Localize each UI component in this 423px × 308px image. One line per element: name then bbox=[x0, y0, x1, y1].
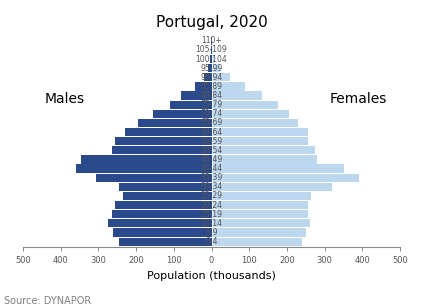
Text: Females: Females bbox=[330, 92, 387, 106]
Bar bbox=[212, 229, 306, 237]
Bar bbox=[209, 64, 212, 72]
Bar bbox=[212, 64, 220, 72]
Bar bbox=[210, 55, 212, 63]
Text: 95-99: 95-99 bbox=[201, 64, 222, 73]
Bar bbox=[212, 128, 308, 136]
Bar bbox=[212, 46, 213, 54]
Text: 75-79: 75-79 bbox=[201, 100, 222, 109]
Bar bbox=[212, 201, 308, 209]
Bar bbox=[212, 55, 215, 63]
Text: 110+: 110+ bbox=[201, 36, 222, 45]
Text: Males: Males bbox=[44, 92, 85, 106]
Bar bbox=[81, 155, 212, 164]
Bar bbox=[113, 229, 212, 237]
Text: 80-84: 80-84 bbox=[201, 91, 222, 100]
Text: 50-54: 50-54 bbox=[201, 146, 222, 155]
Bar bbox=[115, 137, 212, 145]
Text: 0-4: 0-4 bbox=[205, 237, 218, 246]
Bar bbox=[212, 237, 302, 246]
Bar bbox=[212, 146, 315, 154]
Bar bbox=[181, 91, 212, 100]
Bar bbox=[212, 155, 317, 164]
Text: 105-109: 105-109 bbox=[195, 46, 228, 55]
Bar bbox=[153, 110, 212, 118]
Text: 5-9: 5-9 bbox=[205, 228, 218, 237]
Text: 100-104: 100-104 bbox=[195, 55, 228, 63]
Bar bbox=[108, 219, 212, 228]
Bar bbox=[76, 164, 212, 173]
Text: 10-14: 10-14 bbox=[201, 219, 222, 228]
Bar bbox=[212, 82, 245, 91]
Text: 60-64: 60-64 bbox=[201, 128, 222, 136]
Bar bbox=[204, 73, 212, 81]
Text: 40-44: 40-44 bbox=[201, 164, 222, 173]
Bar bbox=[195, 82, 212, 91]
Bar bbox=[212, 73, 231, 81]
Text: 90-94: 90-94 bbox=[201, 73, 222, 82]
Text: Source: DYNAPOR: Source: DYNAPOR bbox=[4, 297, 91, 306]
Bar bbox=[138, 119, 212, 127]
Text: 30-34: 30-34 bbox=[201, 182, 222, 191]
Bar bbox=[212, 174, 359, 182]
Text: 70-74: 70-74 bbox=[201, 109, 222, 118]
Bar bbox=[212, 164, 343, 173]
X-axis label: Population (thousands): Population (thousands) bbox=[147, 271, 276, 281]
Bar bbox=[119, 183, 212, 191]
Bar bbox=[112, 210, 212, 218]
Text: 65-69: 65-69 bbox=[201, 119, 222, 128]
Text: 20-24: 20-24 bbox=[201, 201, 222, 210]
Bar bbox=[212, 110, 289, 118]
Bar bbox=[212, 210, 308, 218]
Bar bbox=[212, 91, 262, 100]
Title: Portugal, 2020: Portugal, 2020 bbox=[156, 15, 267, 30]
Bar bbox=[212, 137, 308, 145]
Bar bbox=[170, 101, 212, 109]
Bar bbox=[125, 128, 212, 136]
Bar bbox=[112, 146, 212, 154]
Bar bbox=[212, 183, 332, 191]
Text: 45-49: 45-49 bbox=[201, 155, 222, 164]
Bar bbox=[212, 101, 277, 109]
Bar bbox=[115, 201, 212, 209]
Text: 35-39: 35-39 bbox=[201, 173, 222, 182]
Bar bbox=[212, 119, 298, 127]
Bar bbox=[123, 192, 212, 200]
Bar bbox=[119, 237, 212, 246]
Bar bbox=[212, 192, 311, 200]
Text: 85-89: 85-89 bbox=[201, 82, 222, 91]
Text: 55-59: 55-59 bbox=[201, 137, 222, 146]
Text: 15-19: 15-19 bbox=[201, 210, 222, 219]
Bar bbox=[96, 174, 212, 182]
Text: 25-29: 25-29 bbox=[201, 192, 222, 201]
Bar bbox=[212, 219, 310, 228]
